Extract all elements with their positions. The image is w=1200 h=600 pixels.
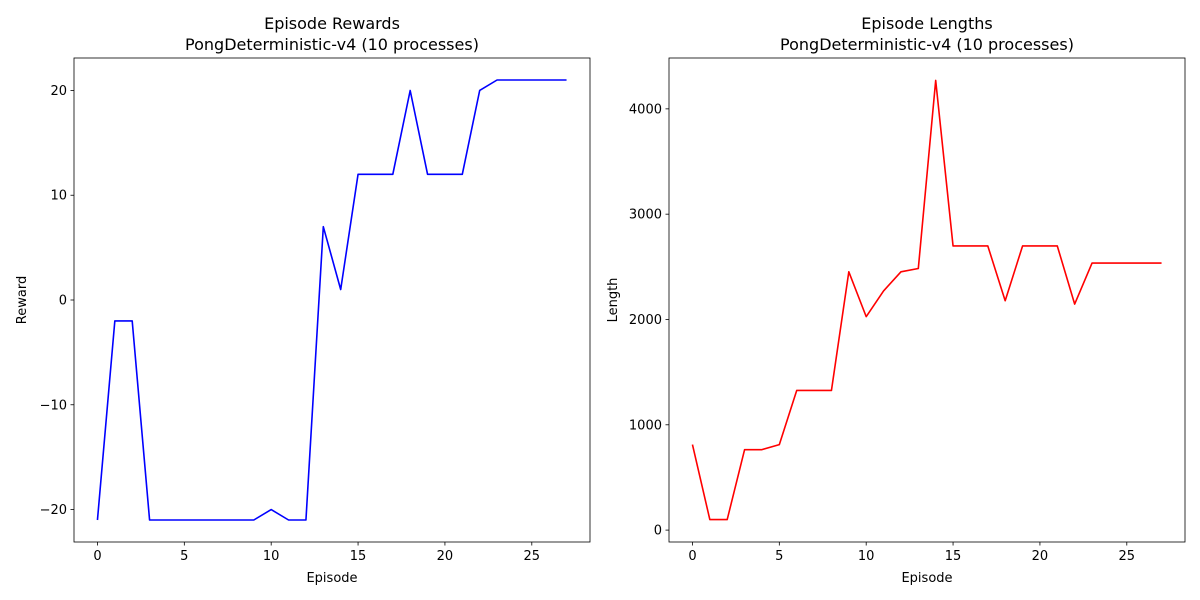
- lengths-chart-subtitle: PongDeterministic-v4 (10 processes): [780, 35, 1074, 54]
- lengths-x-tick-label: 20: [1032, 549, 1049, 564]
- rewards-y-tick-label: −20: [40, 503, 67, 518]
- rewards-chart-subtitle: PongDeterministic-v4 (10 processes): [185, 35, 479, 54]
- rewards-x-tick-label: 25: [524, 549, 541, 564]
- lengths-y-tick-label: 1000: [629, 418, 662, 433]
- lengths-x-tick-label: 0: [688, 549, 696, 564]
- lengths-y-tick-label: 4000: [629, 102, 662, 117]
- lengths-y-tick-label: 2000: [629, 313, 662, 328]
- rewards-chart-title: Episode Rewards: [264, 14, 400, 33]
- lengths-y-tick-label: 3000: [629, 208, 662, 223]
- lengths-axes-frame: [668, 57, 1186, 543]
- rewards-x-tick-label: 20: [437, 549, 454, 564]
- lengths-x-axis-label: Episode: [901, 571, 952, 586]
- rewards-x-tick-label: 5: [180, 549, 188, 564]
- rewards-x-axis-label: Episode: [306, 571, 357, 586]
- rewards-y-tick-label: 20: [50, 84, 67, 99]
- lengths-x-tick-label: 15: [945, 549, 962, 564]
- lengths-chart-title: Episode Lengths: [861, 14, 992, 33]
- lengths-chart: Episode Lengths PongDeterministic-v4 (10…: [606, 14, 1186, 586]
- rewards-x-tick-label: 0: [93, 549, 101, 564]
- rewards-x-tick-label: 15: [350, 549, 367, 564]
- rewards-chart: Episode Rewards PongDeterministic-v4 (10…: [15, 14, 591, 586]
- rewards-y-tick-label: 0: [59, 294, 67, 309]
- lengths-y-axis-label: Length: [606, 278, 621, 323]
- rewards-y-tick-label: 10: [50, 189, 67, 204]
- rewards-x-tick-label: 10: [263, 549, 280, 564]
- rewards-y-axis-label: Reward: [15, 276, 30, 324]
- lengths-y-tick-label: 0: [654, 524, 662, 539]
- lengths-x-tick-label: 25: [1119, 549, 1136, 564]
- lengths-series-line: [691, 79, 1162, 521]
- rewards-series-line: [96, 79, 567, 521]
- rewards-axes-frame: [73, 57, 591, 543]
- lengths-x-tick-label: 5: [775, 549, 783, 564]
- rewards-y-tick-label: −10: [40, 398, 67, 413]
- lengths-x-tick-label: 10: [858, 549, 875, 564]
